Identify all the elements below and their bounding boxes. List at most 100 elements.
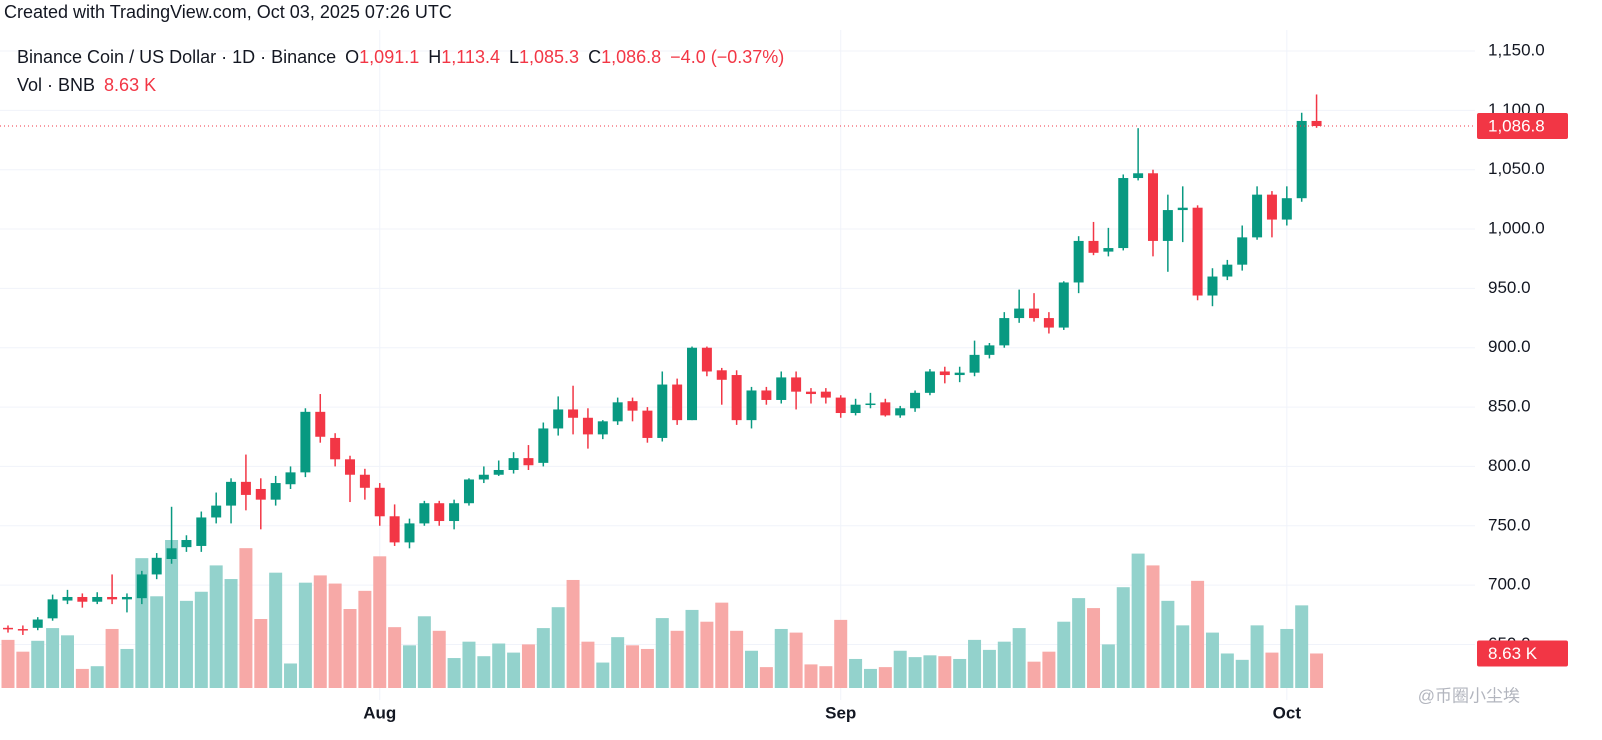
caption: Created with TradingView.com, Oct 03, 20…	[4, 2, 452, 22]
candle-body	[1103, 248, 1114, 252]
candle-body	[1088, 240, 1099, 253]
candle-body	[285, 472, 296, 485]
candle-body	[1311, 120, 1322, 127]
candle-body	[226, 481, 237, 506]
volume-bar	[1161, 600, 1175, 688]
candle-body	[107, 596, 118, 600]
volume-bar	[923, 655, 937, 688]
volume-bar	[774, 628, 788, 688]
y-tick-label: 750.0	[1488, 515, 1531, 534]
candle-body	[1147, 173, 1158, 241]
candle-body	[17, 629, 28, 631]
volume-bar	[1146, 565, 1160, 688]
volume-bar	[209, 565, 223, 688]
volume-bar	[1235, 659, 1249, 688]
volume-bar	[194, 591, 208, 688]
candle-body	[939, 371, 950, 376]
volume-bar	[60, 635, 74, 688]
volume-bar	[358, 590, 372, 688]
candle-body	[657, 384, 668, 438]
candle-body	[791, 377, 802, 392]
volume-bar	[1087, 608, 1101, 688]
volume-bar	[1027, 661, 1041, 688]
volume-bar	[640, 648, 654, 688]
candle-body	[1192, 207, 1203, 296]
volume-bar	[1295, 605, 1309, 688]
candle-body	[746, 390, 757, 421]
volume-bar	[254, 619, 268, 688]
candle-body	[434, 503, 445, 522]
volume-bar	[105, 628, 119, 688]
legend-value: 1,091.1	[359, 47, 419, 67]
volume-bar	[165, 540, 179, 688]
volume-bar	[997, 641, 1011, 688]
volume-bar	[566, 579, 580, 688]
candle-body	[211, 505, 222, 518]
candle-body	[478, 474, 489, 480]
candle-body	[166, 548, 177, 560]
last-price-box	[1477, 113, 1568, 140]
volume-bar	[1072, 598, 1086, 688]
candle-body	[419, 503, 430, 524]
candle-body	[136, 574, 147, 599]
volume-bar	[819, 666, 833, 688]
volume-bar	[700, 621, 714, 688]
volume-bar	[224, 579, 238, 688]
volume-bar	[90, 666, 104, 688]
volume-bar	[343, 609, 357, 688]
volume-bar	[417, 616, 431, 688]
symbol-title: Binance Coin / US Dollar · 1D · Binance	[17, 47, 336, 67]
legend-key: H	[428, 47, 441, 67]
y-tick-label: 800.0	[1488, 456, 1531, 475]
volume-bar	[46, 628, 60, 688]
volume-bar	[849, 658, 863, 688]
legend-key: C	[588, 47, 601, 67]
candle-body	[582, 417, 593, 435]
candle-layer	[3, 94, 1322, 635]
volume-bar	[1205, 632, 1219, 688]
x-tick-label: Oct	[1273, 703, 1302, 722]
volume-bar	[804, 664, 818, 688]
candle-body	[255, 488, 266, 500]
volume-bar	[462, 641, 476, 688]
volume-bar	[313, 575, 327, 688]
candle-body	[1252, 194, 1263, 238]
candle-body	[1073, 240, 1084, 283]
y-tick-label: 900.0	[1488, 337, 1531, 356]
volume-bar	[1131, 553, 1145, 688]
candle-body	[196, 517, 207, 546]
volume-bar	[1042, 651, 1056, 688]
candle-body	[835, 397, 846, 414]
candle-body	[315, 411, 326, 437]
volume-bar	[477, 656, 491, 688]
candle-body	[687, 347, 698, 421]
volume-bar	[402, 645, 416, 688]
candle-body	[449, 503, 460, 522]
candle-body	[1296, 120, 1307, 199]
volume-bar	[1220, 653, 1234, 688]
volume-bar	[1191, 580, 1205, 688]
volume-value: 8.63 K	[104, 75, 156, 95]
volume-bar	[521, 644, 535, 688]
candle-body	[761, 390, 772, 400]
volume-bar	[1057, 621, 1071, 688]
candle-body	[151, 557, 162, 575]
volume-bar	[626, 645, 640, 688]
candle-body	[805, 391, 816, 395]
volume-bar	[551, 607, 565, 688]
volume-bar	[536, 628, 550, 688]
volume-bar	[239, 548, 253, 688]
volume-bar	[789, 632, 803, 688]
volume-bar	[893, 650, 907, 688]
volume-bar	[1265, 652, 1279, 688]
candle-body	[1133, 173, 1144, 179]
legend-value: 1,113.4	[441, 47, 500, 67]
legend-value: 1,085.3	[519, 47, 579, 67]
volume-bar	[745, 650, 758, 688]
candle-body	[776, 377, 787, 400]
volume-box	[1477, 640, 1568, 667]
volume-bar	[507, 652, 521, 688]
volume-bar	[581, 641, 595, 688]
volume-bar	[1250, 625, 1264, 688]
